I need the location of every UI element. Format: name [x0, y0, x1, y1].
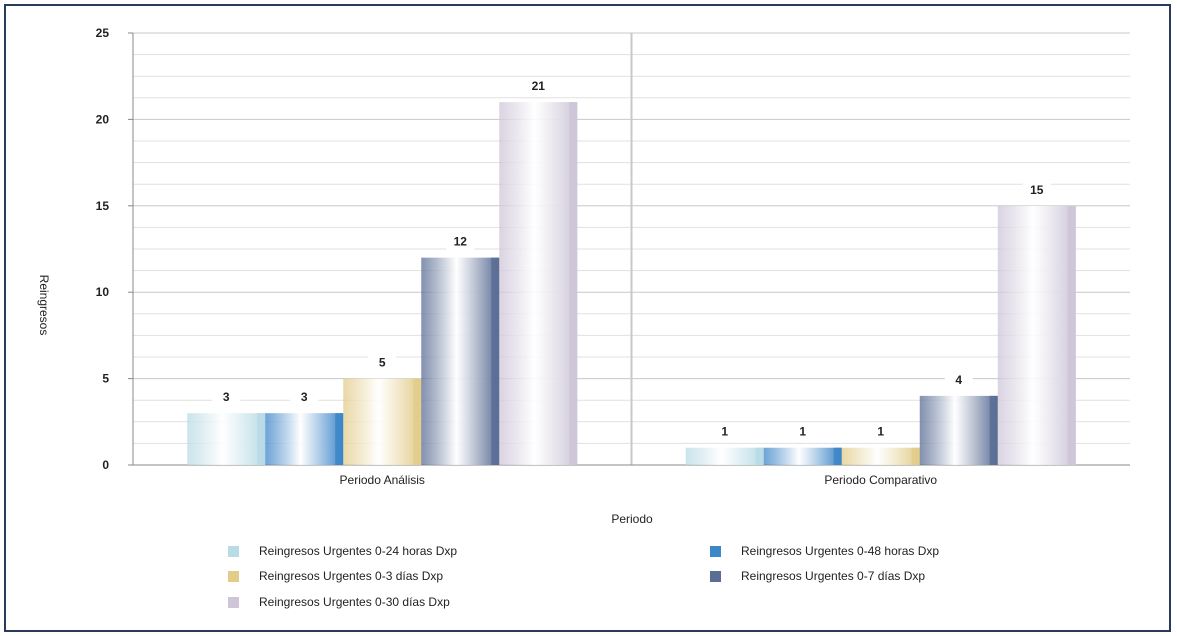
data-label-bg — [524, 77, 553, 95]
labels: 0 5 10 15 20 25 3 3 5 12 21 Periodo Análisis 1 1 1 4 15 P… — [96, 26, 1051, 487]
data-label-bg — [944, 370, 973, 388]
bars — [187, 102, 1076, 466]
category-label: Periodo Análisis — [340, 473, 425, 487]
bar — [919, 395, 998, 465]
data-label-bg — [446, 232, 475, 250]
bar — [343, 378, 422, 465]
category-label: Periodo Comparativo — [824, 473, 937, 487]
y-tick-label: 15 — [96, 199, 110, 213]
data-label-bg — [1022, 180, 1051, 198]
bar-edge — [1067, 205, 1076, 466]
data-label: 5 — [379, 356, 386, 370]
data-label: 12 — [454, 235, 468, 249]
data-label-bg — [788, 422, 817, 440]
y-axis-title: Reingresos — [37, 275, 51, 336]
data-label-bg — [710, 422, 739, 440]
data-label-bg — [866, 422, 895, 440]
data-label: 15 — [1030, 183, 1044, 197]
bar-edge — [335, 413, 344, 465]
bar-edge — [833, 447, 842, 465]
bar-edge — [989, 395, 998, 465]
bar — [841, 447, 920, 465]
data-label-bg — [368, 353, 397, 371]
bar — [187, 413, 266, 465]
y-tick-label: 5 — [102, 372, 109, 386]
data-label: 3 — [301, 390, 308, 404]
bar-edge — [569, 102, 578, 466]
bar-edge — [755, 447, 764, 465]
chart-frame — [4, 4, 1171, 632]
bar — [499, 102, 578, 466]
data-label: 3 — [223, 390, 230, 404]
bar-edge — [491, 257, 500, 465]
bar — [763, 447, 842, 465]
bar-edge — [257, 413, 266, 465]
x-axis-title: Periodo — [611, 512, 653, 526]
bar — [421, 257, 500, 465]
bar — [265, 413, 344, 465]
data-label: 21 — [532, 79, 546, 93]
y-tick-label: 0 — [102, 458, 109, 472]
data-label: 1 — [721, 425, 728, 439]
data-label: 1 — [799, 425, 806, 439]
bar — [685, 447, 764, 465]
y-tick-label: 25 — [96, 26, 110, 40]
bar-edge — [911, 447, 920, 465]
data-label-bg — [290, 388, 319, 406]
y-tick-label: 10 — [96, 285, 110, 299]
bar-edge — [413, 378, 422, 465]
y-tick-label: 20 — [96, 112, 110, 126]
data-label: 4 — [955, 373, 962, 387]
data-label: 1 — [877, 425, 884, 439]
data-label-bg — [212, 388, 241, 406]
bar — [997, 205, 1076, 466]
